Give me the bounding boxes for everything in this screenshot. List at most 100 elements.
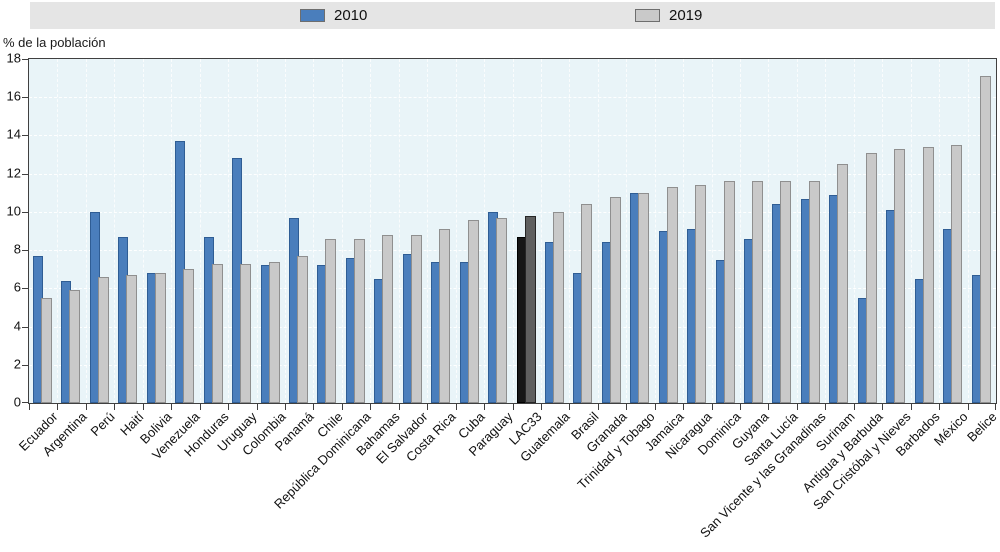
gridline-x bbox=[569, 59, 571, 403]
chart-legend: 2010 2019 bbox=[30, 2, 995, 29]
x-tick-mark bbox=[171, 404, 173, 410]
y-tick-mark bbox=[22, 59, 28, 60]
x-tick-mark bbox=[512, 404, 514, 410]
bar-2019-uruguay bbox=[240, 263, 252, 403]
x-tick-mark bbox=[142, 404, 144, 410]
y-tick-mark bbox=[22, 135, 28, 137]
x-tick-mark bbox=[853, 404, 855, 410]
bar-group-ecuador bbox=[29, 59, 57, 403]
bar-2019-mexico bbox=[951, 145, 963, 403]
gridline-x bbox=[284, 59, 286, 403]
gridline-x bbox=[740, 59, 742, 403]
gridline-x bbox=[768, 59, 770, 403]
x-tick-mark bbox=[484, 404, 486, 410]
x-tick-mark bbox=[825, 404, 827, 410]
bar-group-colombia bbox=[257, 59, 285, 403]
gridline-x bbox=[512, 59, 514, 403]
bar-group-mexico bbox=[939, 59, 967, 403]
bar-group-el-salvador bbox=[399, 59, 427, 403]
bar-2019-jamaica bbox=[666, 187, 678, 403]
x-tick-mark bbox=[114, 404, 116, 410]
bar-2019-santa-lucia bbox=[780, 181, 792, 403]
x-tick-mark bbox=[569, 404, 571, 410]
x-tick-mark bbox=[995, 404, 996, 410]
bar-2019-argentina bbox=[69, 290, 81, 403]
bar-group-santa-lucia bbox=[768, 59, 796, 403]
bar-2019-san-cristobal-y-nieves bbox=[894, 148, 906, 403]
bar-2019-dominica bbox=[723, 181, 735, 403]
bar-2019-san-vicente-y-las-granadinas bbox=[808, 181, 820, 403]
legend-swatch-2010 bbox=[300, 9, 325, 22]
gridline-x bbox=[910, 59, 912, 403]
x-tick-mark bbox=[939, 404, 941, 410]
gridline-x bbox=[199, 59, 201, 403]
x-axis-labels: Ecuador Argentina Perú Haití Bolivia Venezuel… bbox=[16, 409, 999, 552]
y-tick-mark bbox=[22, 288, 28, 290]
bar-group-trinidad-y-tobago bbox=[626, 59, 654, 403]
y-tick-label-16: 16 bbox=[6, 88, 21, 104]
bar-group-republica-dominicana bbox=[342, 59, 370, 403]
gridline-x bbox=[967, 59, 969, 403]
x-tick-mark bbox=[256, 404, 258, 410]
bar-2019-republica-dominicana bbox=[353, 238, 365, 403]
gridline-x bbox=[398, 59, 400, 403]
y-tick-mark bbox=[22, 211, 28, 213]
bar-group-san-cristobal-y-nieves bbox=[882, 59, 910, 403]
x-tick-mark bbox=[455, 404, 457, 410]
x-tick-mark bbox=[199, 404, 201, 410]
bar-group-nicaragua bbox=[683, 59, 711, 403]
bar-2019-colombia bbox=[268, 261, 280, 403]
gridline-x bbox=[114, 59, 116, 403]
bar-2019-bolivia bbox=[154, 273, 166, 403]
gridline-x bbox=[256, 59, 258, 403]
x-tick-mark bbox=[57, 404, 59, 410]
bar-group-panama bbox=[285, 59, 313, 403]
x-tick-mark bbox=[882, 404, 884, 410]
x-category-label-peru: Perú bbox=[87, 409, 118, 440]
bar-group-peru bbox=[86, 59, 114, 403]
bar-2019-antigua-y-barbuda bbox=[865, 152, 877, 403]
x-tick-mark bbox=[626, 404, 628, 410]
y-tick-label-2: 2 bbox=[13, 356, 21, 372]
legend-label: 2019 bbox=[669, 7, 703, 24]
x-tick-mark bbox=[597, 404, 599, 410]
bar-2019-el-salvador bbox=[410, 234, 422, 403]
gridline-x bbox=[683, 59, 685, 403]
x-category-label-belice: Belice bbox=[963, 409, 1000, 445]
bar-group-surinam bbox=[825, 59, 853, 403]
bar-2019-honduras bbox=[211, 263, 223, 403]
gridline-x bbox=[313, 59, 315, 403]
bar-2019-guyana bbox=[752, 181, 764, 403]
gridline-x bbox=[455, 59, 457, 403]
y-tick-label-4: 4 bbox=[13, 318, 21, 334]
x-tick-mark bbox=[284, 404, 286, 410]
x-tick-mark bbox=[85, 404, 87, 410]
x-tick-mark bbox=[398, 404, 400, 410]
x-tick-mark bbox=[427, 404, 429, 410]
y-tick-mark bbox=[22, 250, 28, 252]
bar-2019-costa-rica bbox=[439, 229, 451, 403]
legend-item-2010: 2010 bbox=[300, 2, 367, 29]
legend-item-2019: 2019 bbox=[635, 2, 702, 29]
bar-group-costa-rica bbox=[427, 59, 455, 403]
bar-2019-barbados bbox=[922, 146, 934, 403]
y-tick-mark bbox=[22, 97, 28, 99]
x-tick-mark bbox=[967, 404, 969, 410]
bar-2019-peru bbox=[97, 276, 109, 403]
bar-group-antigua-y-barbuda bbox=[854, 59, 882, 403]
gridline-x bbox=[882, 59, 884, 403]
x-tick-mark bbox=[796, 404, 798, 410]
bar-group-granada bbox=[598, 59, 626, 403]
gridline-x bbox=[711, 59, 713, 403]
gridline-x bbox=[370, 59, 372, 403]
bar-group-guyana bbox=[740, 59, 768, 403]
bar-group-bolivia bbox=[143, 59, 171, 403]
bar-2019-granada bbox=[609, 196, 621, 403]
x-tick-mark bbox=[313, 404, 315, 410]
bar-group-haiti bbox=[114, 59, 142, 403]
y-tick-label-18: 18 bbox=[6, 50, 21, 66]
bar-2019-haiti bbox=[126, 274, 138, 403]
x-tick-mark bbox=[341, 404, 343, 410]
bar-2019-brasil bbox=[581, 204, 593, 403]
bar-group-belice bbox=[968, 59, 996, 403]
